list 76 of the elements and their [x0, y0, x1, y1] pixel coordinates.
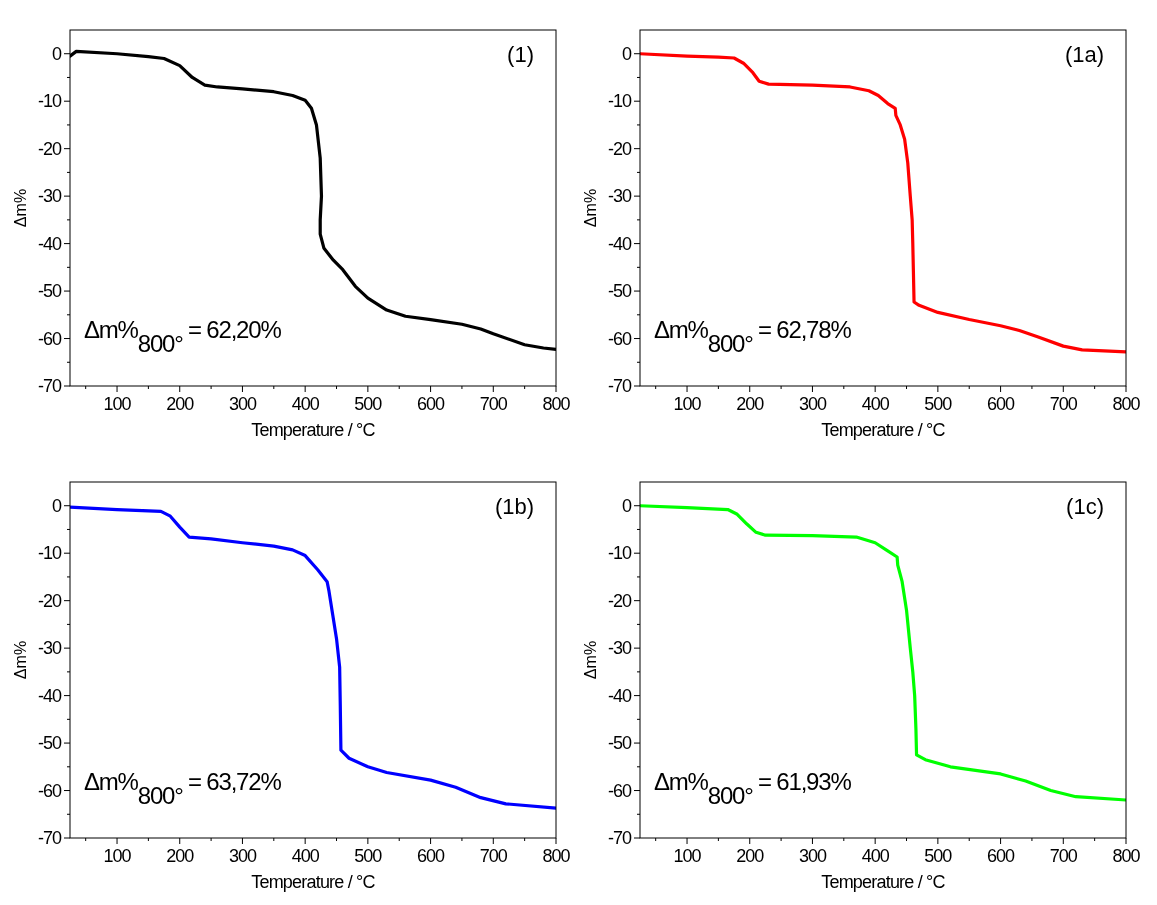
y-tick-label: -10: [37, 91, 62, 112]
y-tick-label: -30: [607, 186, 632, 207]
y-tick-label: -20: [37, 590, 62, 611]
x-tick-label: 500: [354, 846, 383, 866]
x-axis-title: Temperature / °C: [821, 872, 946, 892]
x-tick-label: 400: [291, 846, 320, 866]
x-tick-label: 400: [291, 394, 320, 414]
text: (1c): [1066, 494, 1104, 519]
y-tick-label: -30: [37, 186, 62, 207]
text: (1): [507, 42, 534, 67]
x-tick-label: 500: [924, 394, 953, 414]
y-tick-label: -70: [37, 376, 62, 396]
y-tick-label: 0: [51, 43, 62, 64]
x-tick-label: 100: [103, 846, 132, 866]
y-tick-label: -50: [37, 733, 62, 754]
y-axis-title: Δm%: [582, 188, 599, 228]
x-tick-label: 100: [673, 846, 702, 866]
y-tick-label: -40: [37, 233, 62, 254]
y-tick-label: -50: [607, 281, 632, 302]
y-tick-label: -60: [37, 780, 62, 801]
x-tick-label: 400: [861, 394, 890, 414]
x-tick-label: 200: [736, 394, 765, 414]
y-tick-label: -10: [607, 543, 632, 564]
y-tick-label: -50: [37, 281, 62, 302]
y-axis-title: Δm%: [582, 640, 599, 680]
y-tick-label: -10: [37, 543, 62, 564]
y-tick-label: -70: [37, 828, 62, 848]
x-tick-label: 700: [479, 394, 508, 414]
y-tick-label: 0: [621, 495, 632, 516]
x-tick-label: 200: [166, 394, 195, 414]
y-tick-label: -20: [607, 138, 632, 159]
y-tick-label: -50: [607, 733, 632, 754]
y-tick-label: -70: [607, 828, 632, 848]
x-tick-label: 300: [798, 394, 827, 414]
x-tick-label: 800: [1112, 846, 1141, 866]
x-tick-label: 600: [987, 394, 1016, 414]
x-tick-label: 500: [924, 846, 953, 866]
x-tick-label: 300: [228, 394, 257, 414]
y-tick-label: -20: [607, 590, 632, 611]
y-tick-label: -30: [607, 638, 632, 659]
y-tick-label: 0: [51, 495, 62, 516]
x-tick-label: 100: [673, 394, 702, 414]
y-axis-title: Δm%: [12, 188, 29, 228]
y-tick-label: 0: [621, 43, 632, 64]
y-tick-label: -30: [37, 638, 62, 659]
x-tick-label: 100: [103, 394, 132, 414]
x-tick-label: 200: [166, 846, 195, 866]
text: (1b): [494, 494, 534, 519]
y-tick-label: -20: [37, 138, 62, 159]
x-tick-label: 600: [417, 846, 446, 866]
x-tick-label: 800: [542, 394, 571, 414]
x-tick-label: 300: [798, 846, 827, 866]
y-tick-label: -60: [607, 328, 632, 349]
text: (1a): [1064, 42, 1104, 67]
x-tick-label: 200: [736, 846, 765, 866]
x-tick-label: 500: [354, 394, 383, 414]
y-tick-label: -40: [607, 233, 632, 254]
y-tick-label: -60: [607, 780, 632, 801]
x-tick-label: 400: [861, 846, 890, 866]
y-tick-label: -70: [607, 376, 632, 396]
x-tick-label: 300: [228, 846, 257, 866]
x-tick-label: 700: [1049, 846, 1078, 866]
x-axis-title: Temperature / °C: [251, 872, 376, 892]
x-axis-title: Temperature / °C: [821, 420, 946, 440]
y-tick-label: -10: [607, 91, 632, 112]
y-tick-label: -40: [607, 685, 632, 706]
x-axis-title: Temperature / °C: [251, 420, 376, 440]
x-tick-label: 800: [1112, 394, 1141, 414]
x-tick-label: 600: [417, 394, 446, 414]
y-tick-label: -60: [37, 328, 62, 349]
y-axis-title: Δm%: [12, 640, 29, 680]
y-tick-label: -40: [37, 685, 62, 706]
x-tick-label: 600: [987, 846, 1016, 866]
x-tick-label: 700: [1049, 394, 1078, 414]
x-tick-label: 700: [479, 846, 508, 866]
x-tick-label: 800: [542, 846, 571, 866]
